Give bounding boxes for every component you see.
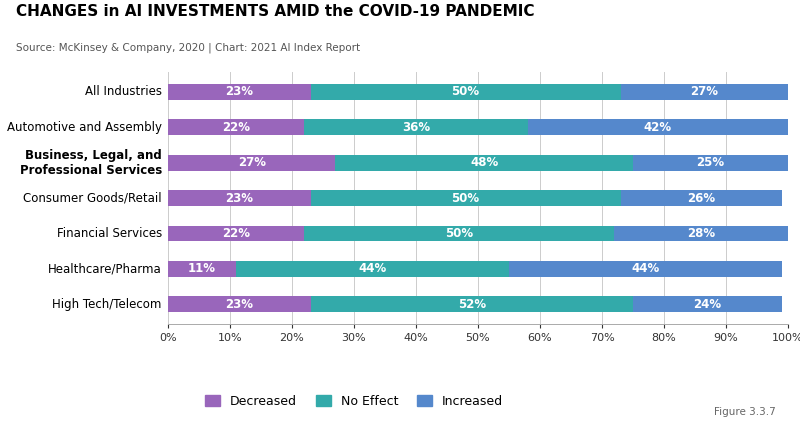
Text: Figure 3.3.7: Figure 3.3.7 bbox=[714, 408, 776, 417]
Text: 36%: 36% bbox=[402, 121, 430, 134]
Bar bbox=[168, 225, 304, 242]
Bar bbox=[509, 261, 782, 277]
Bar bbox=[310, 296, 633, 312]
Text: All Industries: All Industries bbox=[85, 85, 162, 98]
Text: CHANGES in AI INVESTMENTS AMID the COVID-19 PANDEMIC: CHANGES in AI INVESTMENTS AMID the COVID… bbox=[16, 4, 534, 19]
Text: 22%: 22% bbox=[222, 121, 250, 134]
Text: 26%: 26% bbox=[687, 192, 715, 204]
Bar bbox=[621, 84, 788, 100]
Text: Financial Services: Financial Services bbox=[57, 227, 162, 240]
Bar bbox=[304, 225, 614, 242]
Bar bbox=[633, 155, 788, 171]
Text: 50%: 50% bbox=[451, 85, 480, 98]
Bar bbox=[168, 190, 310, 206]
Text: 52%: 52% bbox=[458, 298, 486, 311]
Text: 23%: 23% bbox=[226, 298, 254, 311]
Text: Consumer Goods/Retail: Consumer Goods/Retail bbox=[23, 192, 162, 204]
Text: 50%: 50% bbox=[446, 227, 474, 240]
Text: Business, Legal, and
Professional Services: Business, Legal, and Professional Servic… bbox=[19, 149, 162, 177]
Bar bbox=[310, 190, 621, 206]
Text: 22%: 22% bbox=[222, 227, 250, 240]
Text: 23%: 23% bbox=[226, 85, 254, 98]
Text: 23%: 23% bbox=[226, 192, 254, 204]
Bar bbox=[236, 261, 509, 277]
Bar bbox=[335, 155, 633, 171]
Bar bbox=[168, 84, 310, 100]
Bar bbox=[528, 119, 788, 135]
Text: 27%: 27% bbox=[690, 85, 718, 98]
Text: 44%: 44% bbox=[631, 262, 659, 276]
Text: 11%: 11% bbox=[188, 262, 216, 276]
Bar bbox=[633, 296, 782, 312]
Bar bbox=[310, 84, 621, 100]
Bar bbox=[168, 155, 335, 171]
Text: Source: McKinsey & Company, 2020 | Chart: 2021 AI Index Report: Source: McKinsey & Company, 2020 | Chart… bbox=[16, 43, 360, 53]
Text: 50%: 50% bbox=[451, 192, 480, 204]
Bar bbox=[168, 261, 236, 277]
Bar bbox=[621, 190, 782, 206]
Text: 48%: 48% bbox=[470, 156, 498, 169]
Legend: Decreased, No Effect, Increased: Decreased, No Effect, Increased bbox=[200, 390, 508, 413]
Text: High Tech/Telecom: High Tech/Telecom bbox=[53, 298, 162, 311]
Text: 44%: 44% bbox=[358, 262, 386, 276]
Text: 28%: 28% bbox=[687, 227, 715, 240]
Text: 25%: 25% bbox=[697, 156, 725, 169]
Bar bbox=[168, 119, 304, 135]
Text: 42%: 42% bbox=[644, 121, 672, 134]
Text: Automotive and Assembly: Automotive and Assembly bbox=[7, 121, 162, 134]
Text: 24%: 24% bbox=[694, 298, 722, 311]
Text: Healthcare/Pharma: Healthcare/Pharma bbox=[48, 262, 162, 276]
Bar bbox=[168, 296, 310, 312]
Bar bbox=[304, 119, 528, 135]
Text: 27%: 27% bbox=[238, 156, 266, 169]
Bar bbox=[614, 225, 788, 242]
